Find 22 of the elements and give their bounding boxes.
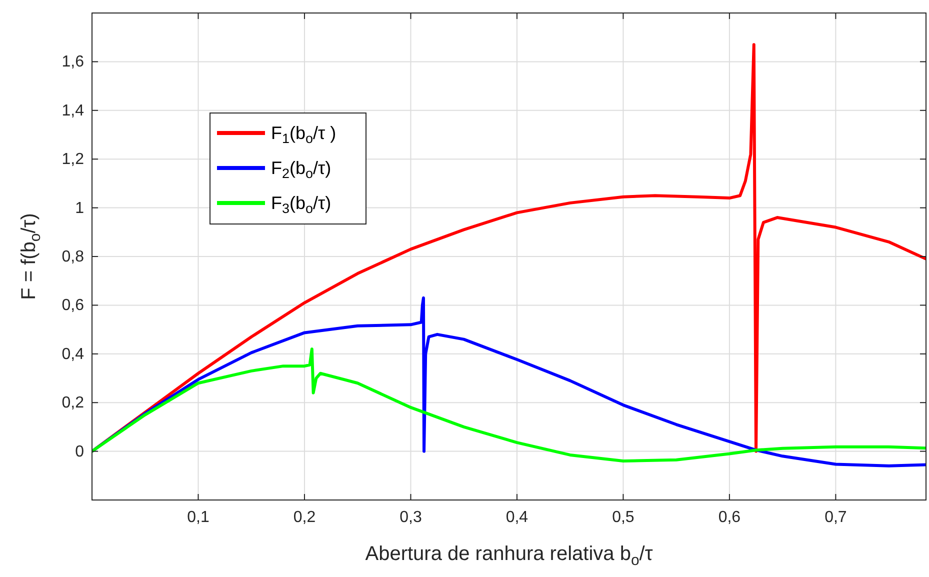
x-axis-title: Abertura de ranhura relativa b$_{o}$/τ: [365, 543, 653, 568]
line-series: [92, 296, 926, 468]
y-tick-label: 0,8: [62, 248, 84, 266]
legend-label: F$_{3}$(b$_{o}$/τ): [271, 193, 332, 216]
x-tick-label: 0,6: [718, 509, 741, 526]
legend-label: F$_{1}$(b$_{o}$/τ ): [271, 123, 336, 146]
y-tick-label: 1,6: [62, 54, 84, 71]
y-tick-label: 0,4: [62, 346, 84, 363]
x-tick-label: 0,5: [612, 509, 634, 526]
y-tick-label: 1,4: [62, 102, 84, 120]
line-series: [92, 348, 926, 463]
legend-label: F$_{2}$(b$_{o}$/τ): [271, 158, 332, 182]
x-tick-label: 0,7: [824, 509, 847, 526]
y-tick-label: 0: [75, 443, 84, 460]
y-tick-label: 1,2: [62, 151, 84, 168]
x-tick-label: 0,2: [293, 509, 316, 526]
x-tick-label: 0,3: [400, 509, 422, 526]
x-tick-label: 0,1: [187, 509, 210, 526]
y-tick-label: 0,6: [62, 297, 84, 314]
y-tick-label: 1: [75, 200, 84, 217]
x-tick-label: 0,4: [506, 509, 528, 526]
y-tick-label: 0,2: [62, 394, 84, 412]
